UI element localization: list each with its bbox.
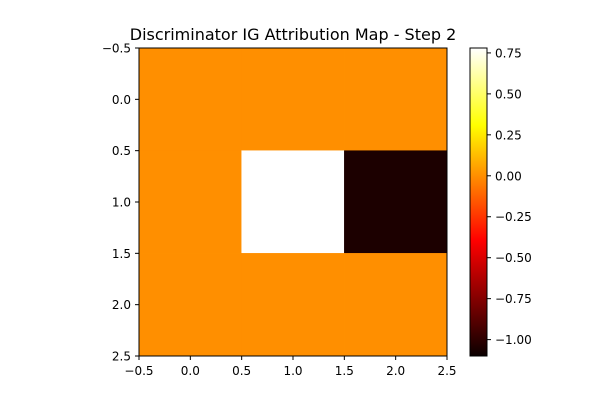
x-axis: −0.5 0.0 0.5 1.0 1.5 2.0 2.5 bbox=[124, 356, 457, 378]
x-tick-label: 1.5 bbox=[335, 364, 354, 378]
colorbar: 0.75 0.50 0.25 0.00 −0.25 −0.50 −0.75 −1.00 bbox=[469, 46, 532, 357]
colorbar-ticks: 0.75 0.50 0.25 0.00 −0.25 −0.50 −0.75 −1.00 bbox=[487, 46, 532, 347]
colorbar-tick-label: 0.00 bbox=[495, 169, 522, 183]
colorbar-tick-label: −0.75 bbox=[495, 292, 532, 306]
colorbar-tick-label: −0.25 bbox=[495, 210, 532, 224]
colorbar-tick-label: 0.75 bbox=[495, 46, 522, 60]
heatmap-cell-2-2 bbox=[344, 253, 448, 357]
x-tick-label: 2.5 bbox=[437, 364, 456, 378]
heatmap-plot: −0.5 0.0 0.5 1.0 1.5 2.0 2.5 −0.5 0.0 0.5 1.0 1.5 2… bbox=[102, 42, 457, 379]
y-tick-label: 2.0 bbox=[112, 298, 131, 312]
y-tick-label: 1.5 bbox=[112, 247, 131, 261]
colorbar-tick-label: 0.50 bbox=[495, 87, 522, 101]
heatmap-cell-2-0 bbox=[138, 253, 242, 357]
x-tick-label: 0.0 bbox=[181, 364, 200, 378]
x-tick-label: −0.5 bbox=[124, 364, 153, 378]
y-axis: −0.5 0.0 0.5 1.0 1.5 2.0 2.5 bbox=[102, 42, 139, 364]
heatmap-cell-2-1 bbox=[241, 253, 345, 357]
y-tick-label: −0.5 bbox=[102, 42, 131, 56]
heatmap-cell-1-2 bbox=[344, 150, 448, 254]
heatmap-cell-1-0 bbox=[138, 150, 242, 254]
heatmap-cell-0-1 bbox=[241, 47, 345, 151]
heatmap-cells bbox=[138, 47, 448, 357]
y-tick-label: 0.5 bbox=[112, 144, 131, 158]
x-tick-label: 0.5 bbox=[232, 364, 251, 378]
heatmap-cell-0-2 bbox=[344, 47, 448, 151]
x-tick-label: 2.0 bbox=[386, 364, 405, 378]
colorbar-tick-label: −0.50 bbox=[495, 251, 532, 265]
heatmap-cell-1-1 bbox=[241, 150, 345, 254]
y-tick-label: 1.0 bbox=[112, 196, 131, 210]
colorbar-frame bbox=[469, 47, 488, 357]
x-tick-label: 1.0 bbox=[283, 364, 302, 378]
y-tick-label: 0.0 bbox=[112, 93, 131, 107]
chart-title: Discriminator IG Attribution Map - Step … bbox=[130, 25, 457, 44]
y-tick-label: 2.5 bbox=[112, 350, 131, 364]
colorbar-tick-label: 0.25 bbox=[495, 128, 522, 142]
colorbar-gradient bbox=[470, 48, 487, 356]
colorbar-tick-label: −1.00 bbox=[495, 333, 532, 347]
heatmap-cell-0-0 bbox=[138, 47, 242, 151]
